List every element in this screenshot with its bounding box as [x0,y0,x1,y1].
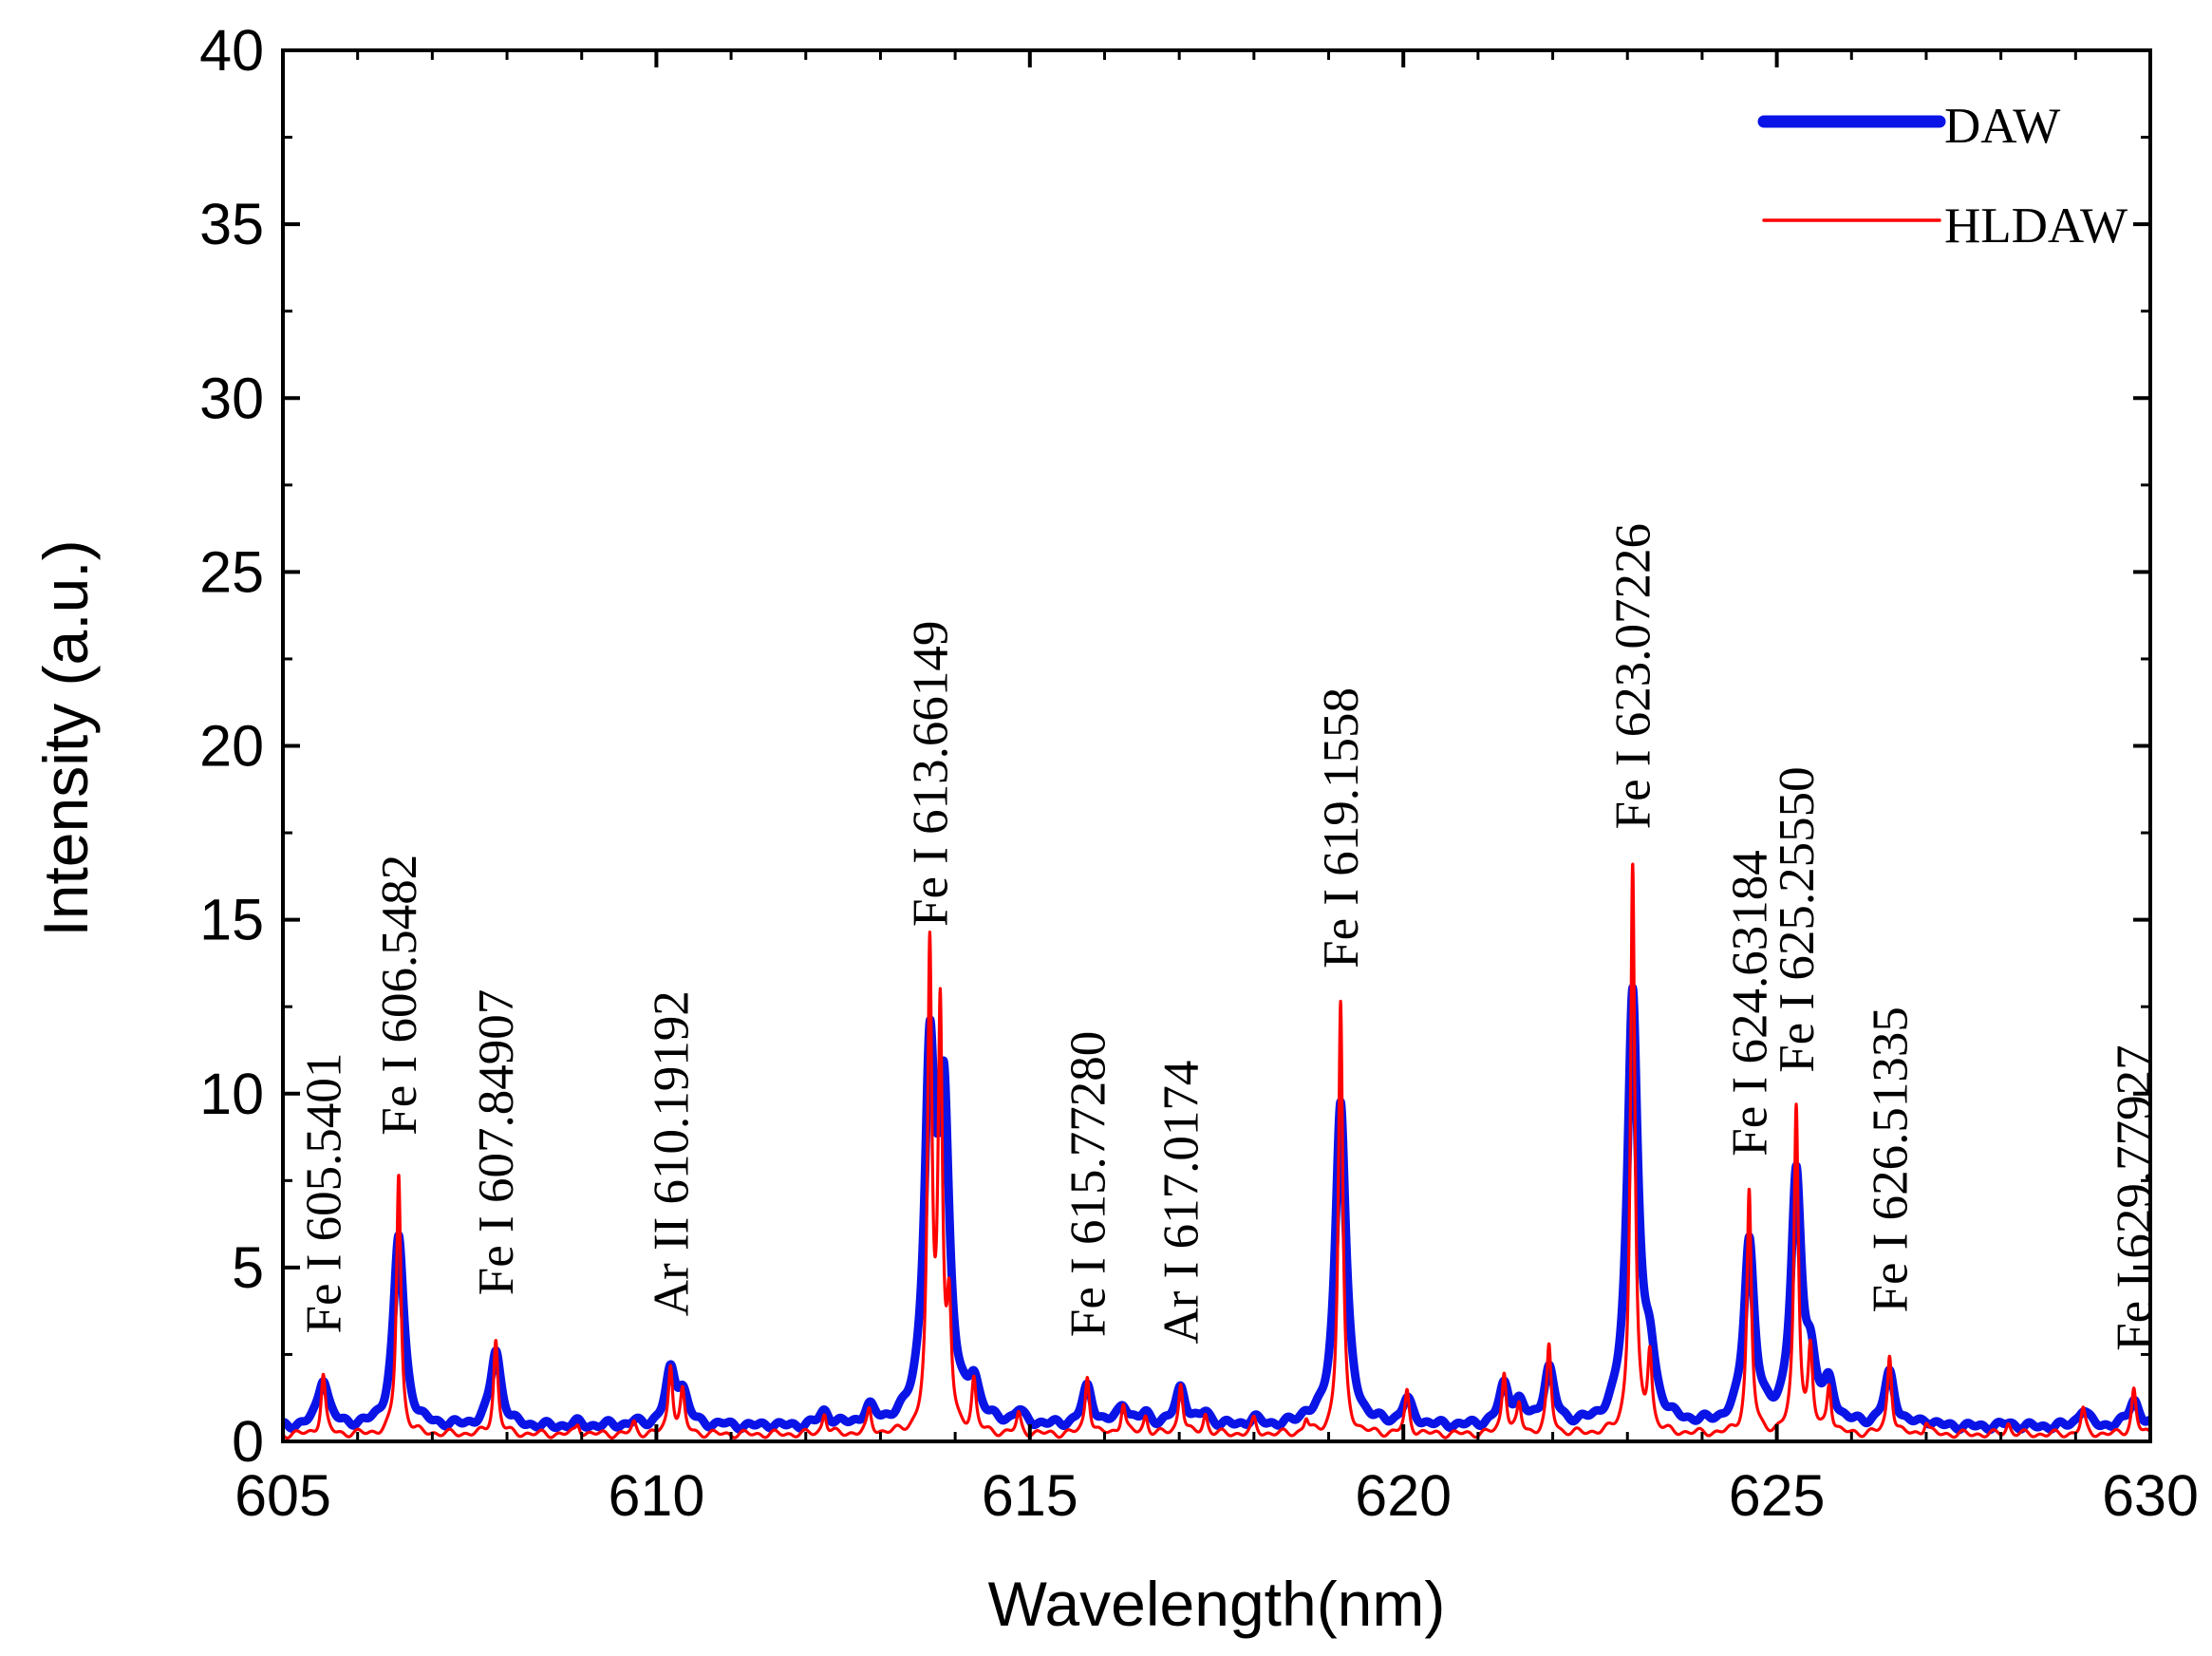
series-line-hldaw [281,862,2152,1440]
y-tick-label: 20 [199,714,264,779]
y-tick-label: 40 [199,18,264,83]
y-tick-label: 35 [199,192,264,256]
axis-layer: 605 610 615 620 625 630 0 5 10 15 20 25 30 35 40 Wavele… [30,18,2199,1639]
x-axis-title: Wavelength(nm) [988,1569,1446,1639]
legend-label-daw: DAW [1944,99,2060,154]
peak-annotation: Fe I 619.1558 [1314,687,1369,969]
peak-annotation: Fe I 606.5482 [372,855,427,1136]
peak-annotation: Fe I 607.84907 [469,989,524,1295]
series-layer [278,862,2155,1440]
x-tick-label: 630 [2102,1463,2199,1528]
y-axis-title: Intensity (a.u.) [30,539,101,936]
x-tick-label: 620 [1355,1463,1452,1528]
x-tick-label: 625 [1729,1463,1826,1528]
y-tick-label: 15 [199,888,264,952]
peak-annotation: Fe I 624.63184 [1723,850,1778,1156]
y-tick-label: 0 [232,1409,264,1474]
peak-annotation: Fe I 629.77927 [2108,1044,2163,1350]
x-tick-label: 605 [234,1463,331,1528]
x-tick-label: 615 [982,1463,1078,1528]
peak-annotation: Fe I 605.5401 [297,1053,352,1334]
peak-annotation: Fe I 615.77280 [1060,1031,1115,1337]
y-tick-label: 25 [199,539,264,604]
peak-annotation: Ar I 617.0174 [1154,1061,1209,1345]
peak-annotation: Fe I 626.51335 [1863,1007,1918,1312]
y-tick-label: 5 [232,1235,264,1300]
y-tick-label: 30 [199,366,264,430]
peak-annotation: Fe I 625.25550 [1770,766,1825,1072]
peak-annotation: Ar II 610.19192 [644,990,699,1316]
series-line-daw [278,983,2155,1435]
legend-label-hldaw: HLDAW [1944,198,2128,254]
label-layer: Fe I 605.5401 Fe I 606.5482 Fe I 607.84907… [297,523,2163,1351]
peak-annotation: Fe I 623.07226 [1606,523,1661,829]
legend: DAW HLDAW [1757,99,2128,254]
peak-annotation: Fe I 613.66149 [903,621,958,927]
y-tick-label: 10 [199,1062,264,1126]
x-tick-label: 610 [609,1463,705,1528]
